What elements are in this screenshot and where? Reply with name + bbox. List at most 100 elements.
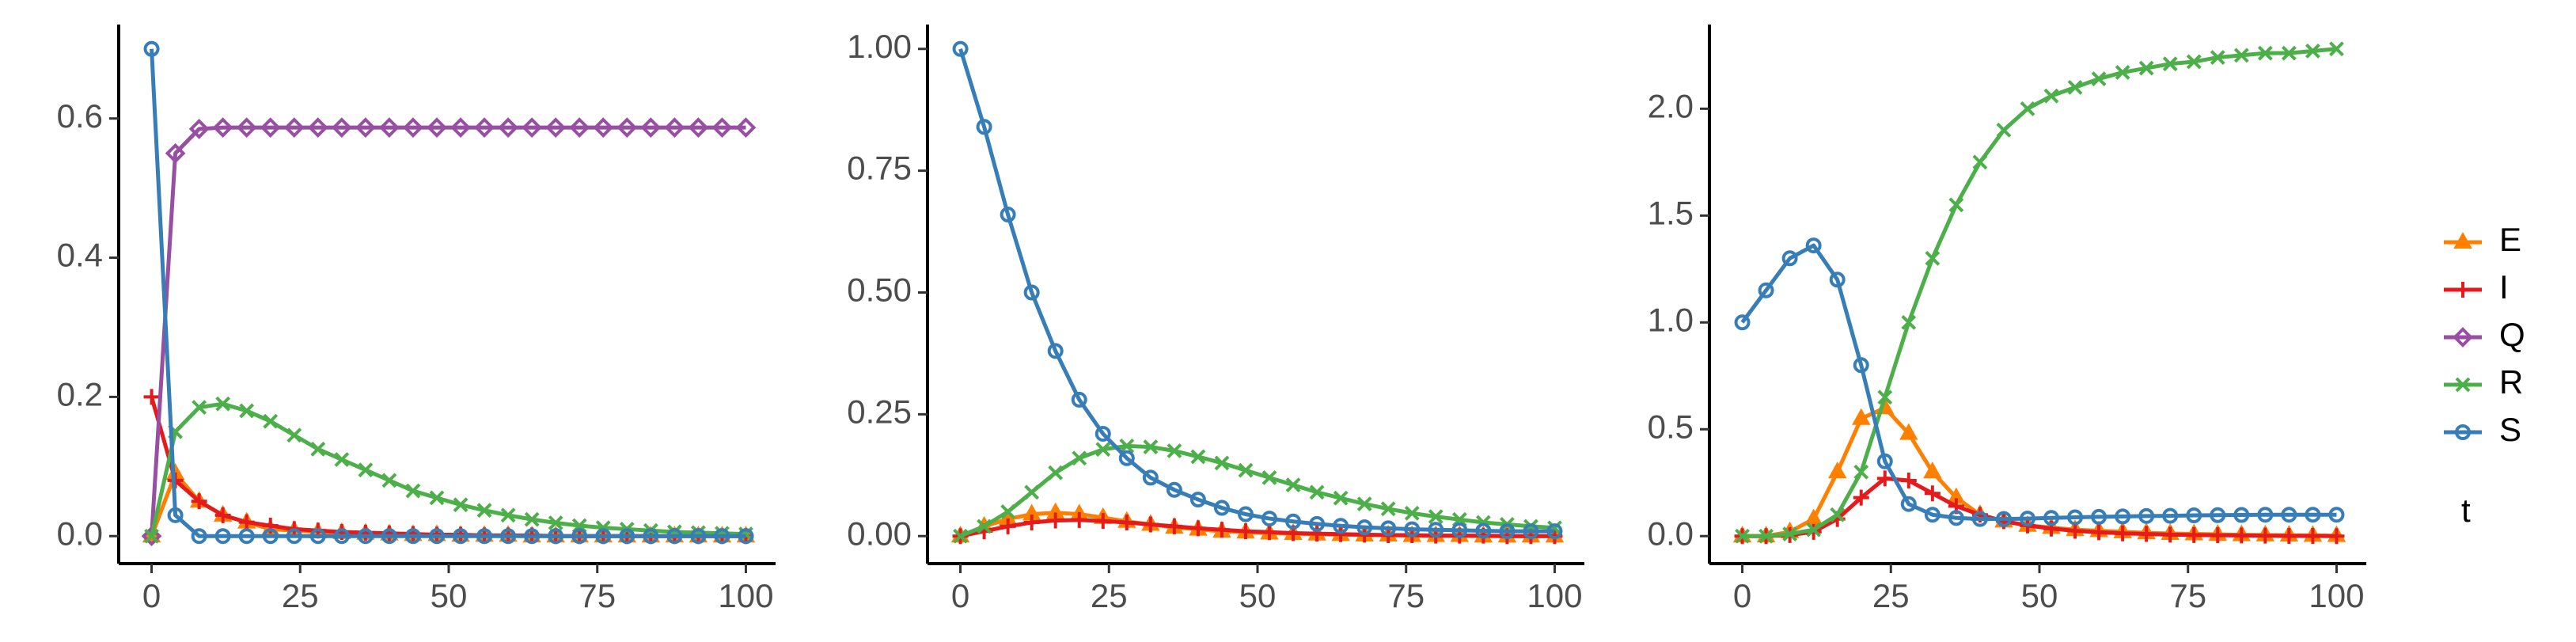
marker (2162, 507, 2179, 524)
marker (2138, 507, 2155, 524)
y-tick-label: 0.4 (57, 237, 103, 274)
marker (522, 117, 542, 138)
marker (1213, 522, 1230, 538)
marker (1923, 462, 1942, 479)
y-tick-label: 1.0 (1648, 301, 1694, 338)
marker (143, 40, 160, 57)
marker (976, 119, 992, 135)
series-line (150, 396, 746, 538)
marker (143, 389, 160, 405)
marker (1899, 423, 1918, 440)
marker (404, 528, 421, 545)
marker (1876, 470, 1893, 487)
marker (1237, 523, 1254, 540)
marker (616, 117, 638, 138)
marker (263, 413, 279, 429)
y-tick-label: 0.00 (847, 515, 912, 552)
marker (1924, 507, 1941, 523)
y-tick-label: 0.0 (1648, 515, 1694, 552)
marker (262, 528, 279, 545)
marker (2043, 88, 2059, 104)
marker (1118, 514, 1135, 530)
marker (1827, 462, 1847, 479)
series-line (958, 48, 1555, 534)
marker (379, 117, 400, 138)
marker (427, 117, 447, 138)
marker (2186, 54, 2202, 70)
marker (2281, 507, 2297, 523)
marker (2162, 56, 2178, 72)
marker (2305, 44, 2320, 59)
marker (2162, 526, 2179, 543)
marker (2210, 527, 2226, 544)
marker (191, 528, 207, 545)
x-tick-label: 25 (282, 577, 319, 614)
marker (738, 528, 754, 545)
marker (1047, 512, 1064, 529)
marker (1142, 469, 1159, 486)
marker (664, 117, 685, 138)
marker (476, 528, 493, 545)
marker (1000, 518, 1016, 534)
legend-label: Q (2499, 316, 2525, 353)
marker (1925, 250, 1941, 266)
marker (2138, 60, 2154, 76)
marker (1333, 526, 1349, 542)
marker (1356, 519, 1373, 536)
marker (688, 117, 709, 138)
y-tick-label: 0.50 (847, 272, 912, 309)
marker (1758, 528, 1774, 544)
panel: 0.00 0.25 0.50 0.75 1.00 0 25 50 75 100 (847, 25, 1584, 614)
x-tick-label: 0 (1733, 577, 1751, 614)
marker (260, 117, 281, 138)
marker (1261, 524, 1278, 541)
marker (1829, 272, 1846, 288)
panel: 0.0 0.2 0.4 0.6 0 25 50 75 100 (57, 25, 776, 614)
marker (1190, 449, 1206, 465)
marker (1166, 518, 1182, 534)
marker (1166, 481, 1182, 498)
y-tick-label: 0.25 (847, 393, 912, 430)
y-tick-label: 1.00 (847, 28, 912, 65)
marker (640, 117, 662, 138)
marker (286, 427, 302, 443)
x-tick-label: 75 (579, 577, 616, 614)
legend-title: t (2461, 492, 2471, 529)
marker (1142, 516, 1159, 533)
marker (333, 528, 350, 545)
marker (1213, 500, 1230, 516)
marker (2305, 507, 2321, 523)
marker (1309, 526, 1326, 542)
marker (1261, 469, 1277, 485)
marker (1451, 522, 1468, 538)
marker (2067, 79, 2083, 95)
y-tick-label: 0.6 (57, 97, 103, 135)
marker (2455, 377, 2471, 393)
marker (1853, 464, 1869, 480)
marker (1356, 496, 1372, 512)
marker (2091, 71, 2107, 86)
marker (357, 528, 374, 545)
marker (643, 528, 659, 545)
marker (450, 117, 471, 138)
marker (1072, 450, 1087, 466)
marker (1024, 484, 1040, 500)
marker (1995, 511, 2012, 527)
marker (2115, 65, 2130, 80)
marker (1119, 438, 1135, 454)
x-tick-label: 100 (718, 577, 773, 614)
series-line (150, 401, 746, 537)
marker (2186, 526, 2202, 543)
x-tick-label: 50 (2021, 577, 2058, 614)
marker (2091, 508, 2107, 525)
marker (476, 503, 492, 519)
marker (1972, 154, 1988, 170)
marker (1238, 462, 1254, 478)
marker (571, 528, 588, 545)
marker (2115, 525, 2131, 541)
marker (1071, 511, 1087, 528)
marker (1404, 505, 1420, 521)
marker (1309, 484, 1325, 500)
marker (2328, 528, 2345, 545)
marker (1499, 523, 1516, 540)
